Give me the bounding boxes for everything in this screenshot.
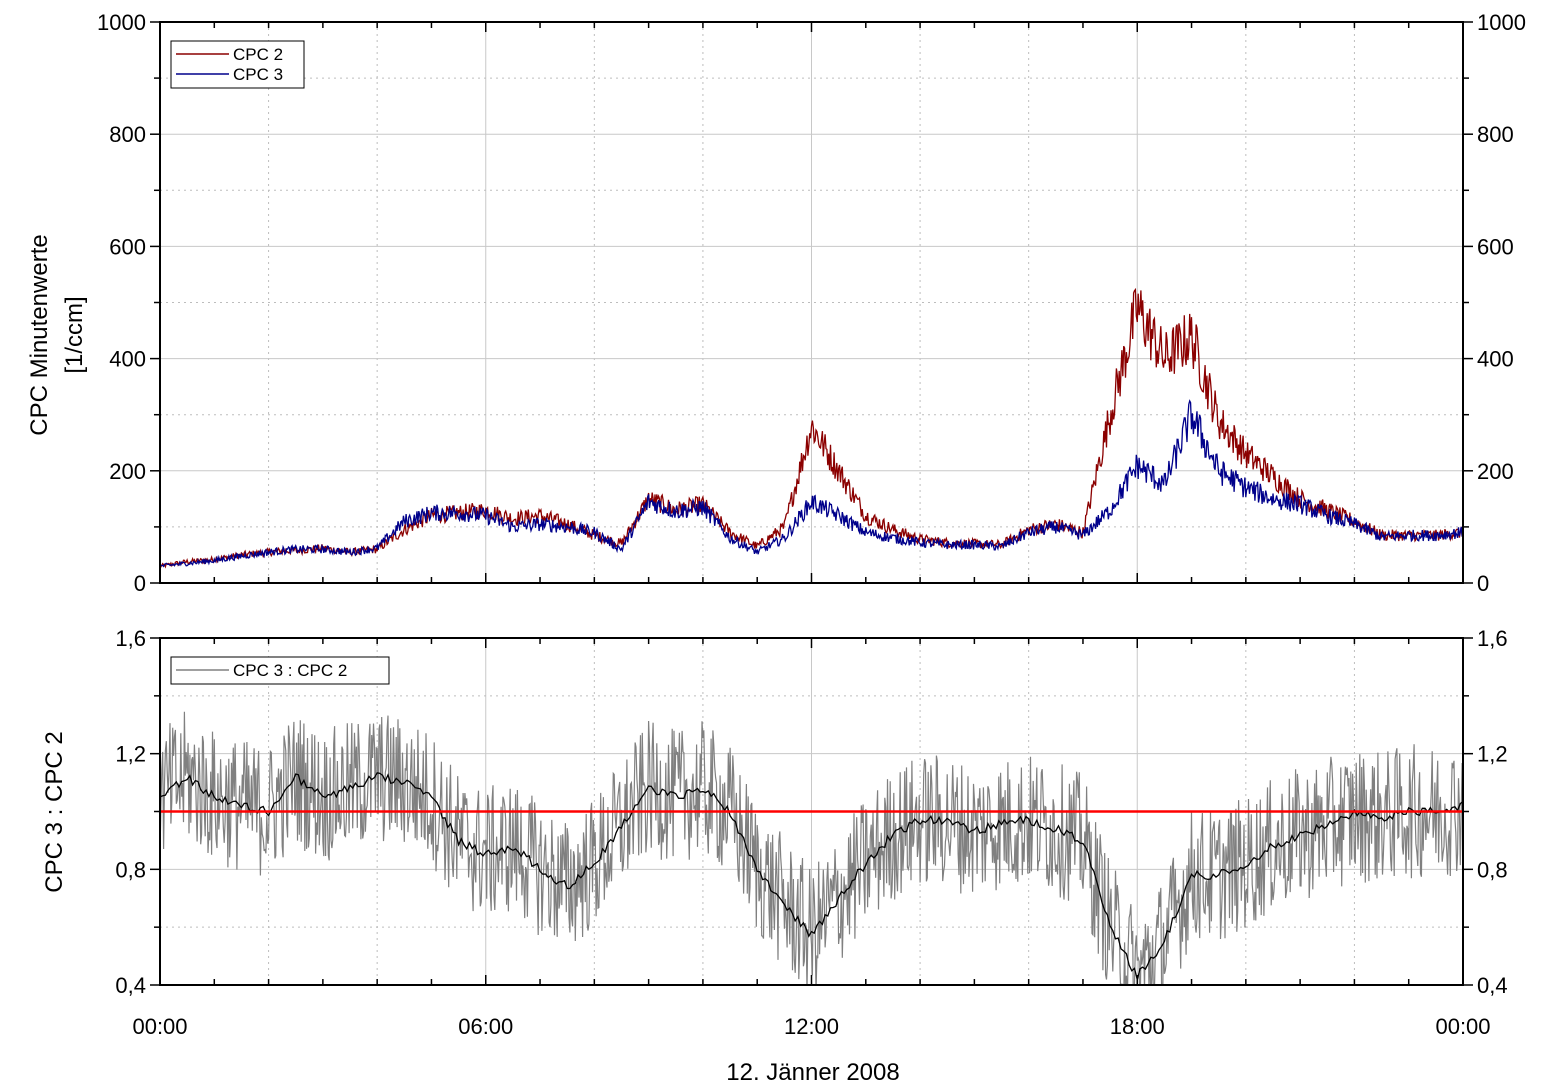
y-tick-label-right: 1,6	[1477, 626, 1508, 651]
x-tick-label: 06:00	[458, 1014, 513, 1039]
y-axis-title: CPC 3 : CPC 2	[41, 731, 68, 892]
cpc-2-series-line	[160, 287, 1463, 569]
y-tick-label-right: 800	[1477, 122, 1514, 147]
x-tick-label: 12:00	[784, 1014, 839, 1039]
y-tick-label-right: 600	[1477, 234, 1514, 259]
bottom-panel: 0,4 0,4 0,8 0,8 1,2 1,2 1,6 1,6 CPC 3 : CPC 2 CPC…	[41, 626, 1508, 1039]
legend-label: CPC 3 : CPC 2	[233, 661, 347, 680]
y-tick-label-left: 1,6	[115, 626, 146, 651]
moving-average-series-line	[160, 772, 1463, 980]
y-tick-label-right: 1000	[1477, 10, 1526, 35]
x-tick-label: 00:00	[1435, 1014, 1490, 1039]
y-tick-label-left: 1000	[97, 10, 146, 35]
y-tick-label-right: 0,8	[1477, 857, 1508, 882]
y-tick-label-right: 200	[1477, 459, 1514, 484]
top-panel: 0 0 200 200 400 400 600 600 800 800 1000 1000 CPC Mi…	[26, 10, 1526, 596]
y-tick-label-right: 400	[1477, 347, 1514, 372]
x-tick-label: 18:00	[1110, 1014, 1165, 1039]
y-tick-label-left: 0,4	[115, 973, 146, 998]
y-axis-title: CPC Minutenwerte	[26, 234, 53, 435]
y-tick-label-left: 200	[109, 459, 146, 484]
y-tick-label-left: 800	[109, 122, 146, 147]
y-tick-label-left: 600	[109, 234, 146, 259]
y-tick-label-right: 1,2	[1477, 742, 1508, 767]
y-tick-label-left: 0	[134, 571, 146, 596]
y-tick-label-right: 0,4	[1477, 973, 1508, 998]
x-axis-title: 12. Jänner 2008	[726, 1059, 899, 1086]
legend-label: CPC 2	[233, 45, 283, 64]
cpc-3-cpc-2-series-line	[160, 711, 1463, 985]
y-tick-label-left: 1,2	[115, 742, 146, 767]
legend-label: CPC 3	[233, 65, 283, 84]
cpc-3-series-line	[160, 399, 1463, 569]
y-axis-title: [1/ccm]	[61, 296, 88, 373]
y-tick-label-left: 400	[109, 347, 146, 372]
y-tick-label-right: 0	[1477, 571, 1489, 596]
y-tick-label-left: 0,8	[115, 857, 146, 882]
legend-box	[170, 40, 305, 89]
x-tick-label: 00:00	[132, 1014, 187, 1039]
